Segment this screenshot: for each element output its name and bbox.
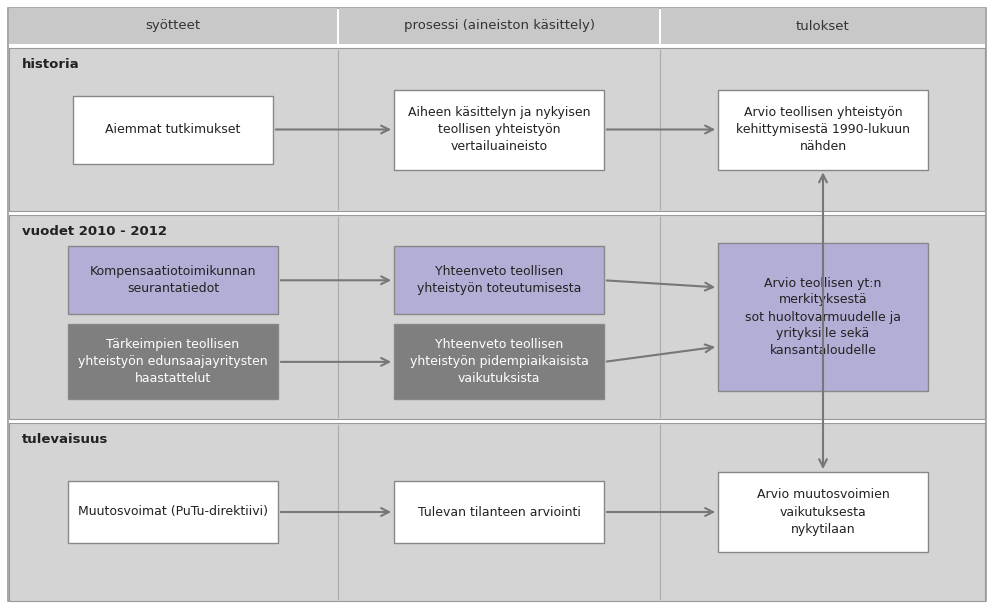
Bar [718, 243, 928, 391]
Bar [718, 472, 928, 552]
Text: tulevaisuus: tulevaisuus [22, 433, 108, 446]
Bar [394, 481, 604, 543]
Text: Muutosvoimat (PuTu-direktiivi): Muutosvoimat (PuTu-direktiivi) [78, 505, 268, 518]
Text: Aiemmat tutkimukset: Aiemmat tutkimukset [105, 123, 241, 136]
Text: tulokset: tulokset [796, 19, 850, 32]
Bar [68, 481, 278, 543]
Bar [394, 246, 604, 314]
Bar [68, 246, 278, 314]
Text: prosessi (aineiston käsittely): prosessi (aineiston käsittely) [404, 19, 594, 32]
Bar [9, 215, 985, 419]
Text: Tärkeimpien teollisen
yhteistyön edunsaajayritysten
haastattelut: Tärkeimpien teollisen yhteistyön edunsaa… [79, 339, 267, 385]
Bar [9, 423, 985, 601]
Text: historia: historia [22, 58, 80, 71]
Bar [9, 48, 985, 211]
Text: Tulevan tilanteen arviointi: Tulevan tilanteen arviointi [417, 505, 580, 518]
Bar [394, 325, 604, 400]
Bar [661, 8, 985, 44]
Text: Arvio teollisen yt:n
merkityksestä
sot huoltovarmuudelle ja
yrityksille sekä
kan: Arvio teollisen yt:n merkityksestä sot h… [745, 276, 901, 357]
Text: Arvio muutosvoimien
vaikutuksesta
nykytilaan: Arvio muutosvoimien vaikutuksesta nykyti… [756, 488, 890, 535]
Text: Arvio teollisen yhteistyön
kehittymisestä 1990-lukuun
nähden: Arvio teollisen yhteistyön kehittymisest… [736, 106, 910, 153]
Text: Aiheen käsittelyn ja nykyisen
teollisen yhteistyön
vertailuaineisto: Aiheen käsittelyn ja nykyisen teollisen … [408, 106, 590, 153]
Text: Kompensaatiotoimikunnan
seurantatiedot: Kompensaatiotoimikunnan seurantatiedot [89, 266, 256, 295]
Bar [73, 96, 273, 163]
Bar [68, 325, 278, 400]
Text: Yhteenveto teollisen
yhteistyön toteutumisesta: Yhteenveto teollisen yhteistyön toteutum… [416, 266, 581, 295]
Text: vuodet 2010 - 2012: vuodet 2010 - 2012 [22, 225, 167, 238]
Text: syötteet: syötteet [145, 19, 201, 32]
Bar [339, 8, 659, 44]
Bar [718, 90, 928, 169]
Bar [394, 90, 604, 169]
Bar [9, 8, 337, 44]
Text: Yhteenveto teollisen
yhteistyön pidempiaikaisista
vaikutuksista: Yhteenveto teollisen yhteistyön pidempia… [410, 339, 588, 385]
